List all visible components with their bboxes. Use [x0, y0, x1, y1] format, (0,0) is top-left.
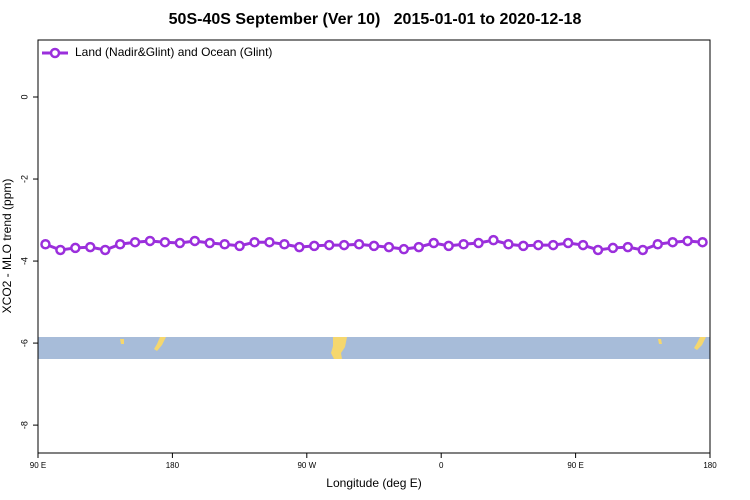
y-tick-label: -6: [19, 339, 29, 347]
data-point: [562, 237, 574, 249]
data-point: [219, 238, 230, 250]
data-point: [637, 244, 649, 256]
data-point: [309, 240, 320, 252]
x-axis-label: Longitude (deg E): [326, 476, 421, 490]
data-point: [577, 239, 589, 251]
data-point: [368, 240, 380, 252]
data-point: [547, 239, 559, 251]
data-point: [458, 238, 469, 250]
data-point: [383, 241, 395, 253]
land: [658, 339, 662, 344]
land: [120, 339, 124, 344]
data-point: [518, 240, 529, 252]
data-point: [55, 244, 66, 256]
data-point: [70, 242, 81, 254]
y-tick-label: -2: [19, 175, 29, 183]
data-point: [667, 236, 678, 248]
data-point: [249, 236, 260, 248]
chart-title: 50S-40S September (Ver 10) 2015-01-01 to…: [169, 11, 582, 28]
plot-frame: [37, 39, 711, 454]
data-point: [114, 238, 126, 250]
data-point: [144, 235, 156, 247]
data-point: [428, 237, 439, 249]
ocean-band: [38, 337, 710, 359]
land: [694, 337, 706, 350]
data-point: [234, 240, 245, 252]
x-tick-label: 180: [703, 461, 717, 470]
data-point: [473, 237, 484, 249]
data-point: [533, 239, 544, 251]
data-point: [682, 235, 693, 247]
data-point: [413, 241, 425, 253]
x-tick-label: 90 W: [297, 461, 316, 470]
y-tick-label: 0: [19, 95, 29, 100]
data-point: [129, 236, 141, 248]
data-point: [488, 234, 499, 246]
land: [331, 337, 347, 359]
data-point: [189, 235, 201, 247]
y-axis-label: XCO2 - MLO trend (ppm): [0, 179, 14, 314]
map-strip: [38, 337, 710, 359]
legend-label: Land (Nadir&Glint) and Ocean (Glint): [75, 45, 272, 59]
x-tick-label: 90 E: [30, 461, 46, 470]
data-point: [398, 243, 410, 255]
data-point: [159, 236, 171, 248]
data-point: [338, 239, 350, 251]
y-tick-label: -8: [19, 421, 29, 429]
data-point: [85, 241, 96, 253]
data-point: [652, 238, 663, 250]
data-point: [353, 238, 365, 250]
data-point: [607, 242, 619, 254]
x-tick-label: 90 E: [567, 461, 583, 470]
data-point: [443, 240, 454, 252]
data-point: [622, 241, 634, 253]
legend-marker: [49, 47, 61, 59]
data-point: [264, 236, 275, 248]
x-tick-label: 180: [166, 461, 180, 470]
data-point: [323, 239, 335, 251]
data-point: [99, 244, 111, 256]
data-point: [503, 238, 514, 250]
data-point: [592, 244, 604, 256]
data-point: [40, 238, 51, 250]
x-tick-label: 0: [439, 461, 444, 470]
data-point: [279, 238, 290, 250]
data-point: [204, 237, 215, 249]
y-tick-label: -4: [19, 257, 29, 265]
data-point: [174, 237, 186, 249]
data-point: [697, 236, 708, 248]
data-point: [294, 241, 305, 253]
land: [154, 337, 166, 351]
